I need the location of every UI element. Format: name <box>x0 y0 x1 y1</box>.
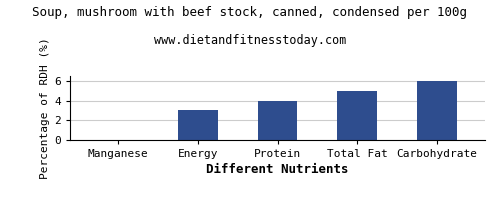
Text: Soup, mushroom with beef stock, canned, condensed per 100g: Soup, mushroom with beef stock, canned, … <box>32 6 468 19</box>
Bar <box>258 101 298 140</box>
Bar <box>417 81 457 140</box>
Bar <box>338 91 378 140</box>
Bar <box>178 110 218 140</box>
X-axis label: Different Nutrients: Different Nutrients <box>206 163 349 176</box>
Text: www.dietandfitnesstoday.com: www.dietandfitnesstoday.com <box>154 34 346 47</box>
Y-axis label: Percentage of RDH (%): Percentage of RDH (%) <box>40 37 50 179</box>
